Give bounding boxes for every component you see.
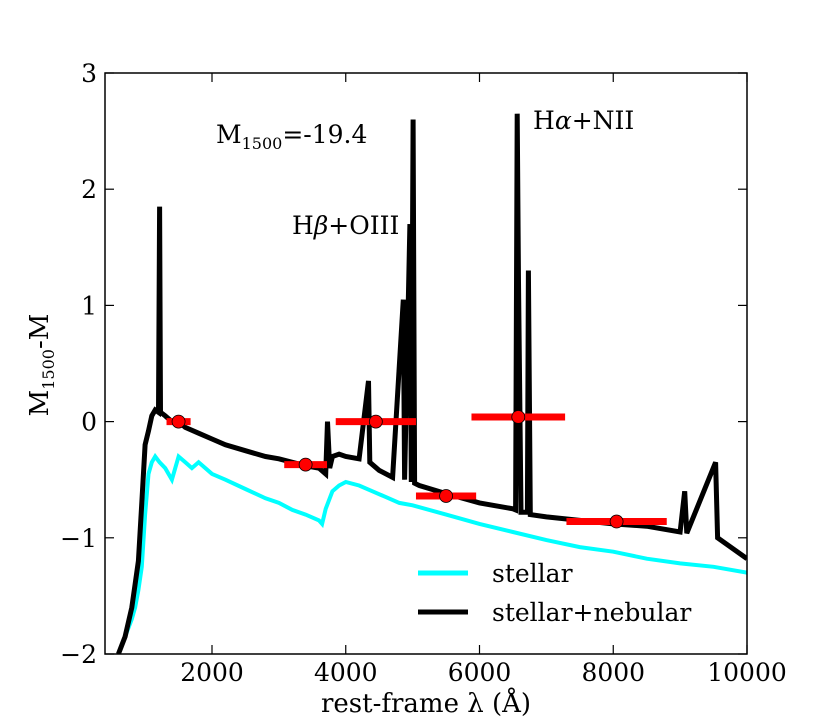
legend-label-stellar: stellar <box>492 559 573 588</box>
x-axis-ticks: 2000 4000 6000 8000 10000 <box>180 73 787 687</box>
y-axis-ticks: −2 −1 0 1 2 3 <box>60 59 747 669</box>
x-tick-label: 4000 <box>314 658 378 687</box>
y-axis-label-tail: -M <box>25 314 55 349</box>
annotation-hbeta-suffix: +OIII <box>328 211 399 240</box>
y-axis-label: M1500-M <box>25 314 58 417</box>
annotation-m1500: M1500=-19.4 <box>216 120 367 153</box>
x-tick-label: 8000 <box>581 658 645 687</box>
y-tick-label: −2 <box>60 640 97 669</box>
y-tick-label: −1 <box>60 524 97 553</box>
legend-label-stellar-nebular: stellar+nebular <box>492 598 691 627</box>
annotation-hbeta-oiii: Hβ+OIII <box>292 211 399 240</box>
y-axis-label-sub: 1500 <box>39 349 58 390</box>
y-axis-label-main: M <box>25 390 55 417</box>
photometry-point <box>609 514 624 529</box>
plot-frame <box>104 72 748 655</box>
x-tick-label: 10000 <box>707 658 787 687</box>
annotation-halpha-suffix: +NII <box>572 106 635 135</box>
x-tick-label: 6000 <box>448 658 512 687</box>
y-tick-label: 0 <box>81 408 97 437</box>
annotation-m1500-value: =-19.4 <box>282 120 367 149</box>
annotation-halpha-greek: α <box>555 106 572 135</box>
x-axis-label: rest-frame λ (Å) <box>321 687 531 719</box>
x-tick-label: 2000 <box>180 658 244 687</box>
legend: stellar stellar+nebular <box>418 559 691 627</box>
series-line-stellar-nebular <box>116 113 747 654</box>
annotation-m1500-main: M <box>216 120 242 149</box>
annotation-hbeta-prefix: H <box>292 211 314 240</box>
y-tick-label: 1 <box>81 291 97 320</box>
annotation-halpha-prefix: H <box>533 106 555 135</box>
photometry-point <box>298 457 313 472</box>
annotation-halpha-nii: Hα+NII <box>533 106 634 135</box>
photometry-point <box>511 410 526 424</box>
photometry-point <box>368 414 383 429</box>
photometry-point <box>171 414 186 429</box>
y-tick-label: 3 <box>81 59 97 88</box>
photometry-point <box>439 489 453 503</box>
annotation-m1500-sub: 1500 <box>242 134 283 153</box>
series-line-stellar <box>116 452 747 654</box>
photometry-layer <box>166 410 667 529</box>
series-layer <box>116 113 747 654</box>
annotation-hbeta-greek: β <box>313 211 328 240</box>
y-tick-label: 2 <box>81 175 97 204</box>
